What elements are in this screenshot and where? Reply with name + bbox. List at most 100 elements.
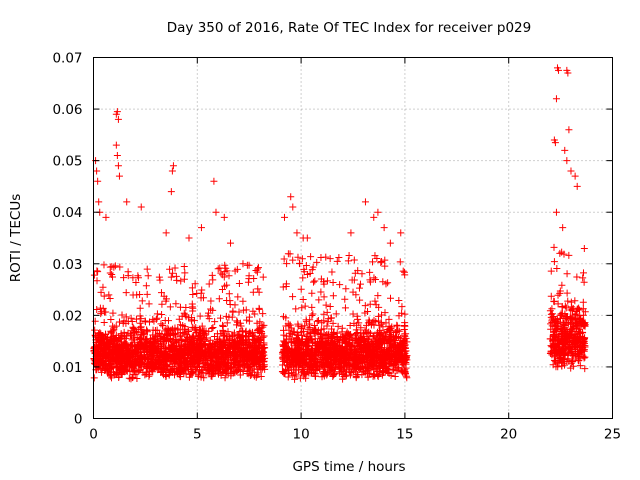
data-point	[384, 279, 392, 287]
data-point	[102, 366, 110, 374]
data-point	[401, 310, 409, 318]
data-point	[176, 303, 184, 311]
data-point	[547, 292, 555, 300]
data-point	[93, 306, 101, 314]
data-point	[311, 325, 319, 333]
data-point	[321, 365, 329, 373]
data-point	[386, 239, 394, 247]
data-point	[579, 305, 587, 313]
data-point	[112, 371, 120, 379]
data-point	[94, 177, 102, 185]
data-point	[563, 333, 571, 341]
data-point	[259, 344, 267, 352]
data-point	[234, 361, 242, 369]
data-point	[198, 286, 206, 294]
data-point	[172, 338, 180, 346]
data-point	[298, 255, 306, 263]
data-point	[156, 359, 164, 367]
data-point	[218, 286, 226, 294]
data-point	[136, 304, 144, 312]
data-point	[158, 311, 166, 319]
data-point	[279, 283, 287, 291]
data-point	[280, 313, 288, 321]
data-point	[337, 364, 345, 372]
data-point	[154, 366, 162, 374]
data-point	[203, 334, 211, 342]
data-point	[282, 332, 290, 340]
data-point	[137, 360, 145, 368]
data-point	[381, 262, 389, 270]
data-point	[576, 362, 584, 370]
data-point	[257, 373, 265, 381]
data-point	[141, 371, 149, 379]
data-point	[301, 322, 309, 330]
data-point	[93, 167, 101, 175]
data-point	[552, 317, 560, 325]
data-point	[133, 374, 141, 382]
data-point	[106, 345, 114, 353]
data-point	[552, 208, 560, 216]
data-point	[157, 320, 165, 328]
data-point	[309, 355, 317, 363]
data-point	[176, 347, 184, 355]
data-point	[328, 367, 336, 375]
data-point	[171, 329, 179, 337]
data-point	[290, 366, 298, 374]
data-point	[367, 349, 375, 357]
data-point	[150, 338, 158, 346]
data-point	[352, 326, 360, 334]
data-point	[100, 319, 108, 327]
data-point	[332, 310, 340, 318]
data-point	[313, 258, 321, 266]
data-point	[166, 265, 174, 273]
data-point	[378, 257, 386, 265]
data-point	[571, 172, 579, 180]
data-point	[559, 347, 567, 355]
data-point	[250, 342, 258, 350]
data-point	[566, 328, 574, 336]
data-point	[557, 310, 565, 318]
data-point	[143, 290, 151, 298]
data-point	[93, 344, 101, 352]
data-point	[177, 277, 185, 285]
data-point	[318, 359, 326, 367]
data-point	[554, 291, 562, 299]
data-point	[320, 293, 328, 301]
data-point	[379, 278, 387, 286]
data-point	[239, 336, 247, 344]
data-point	[547, 267, 555, 275]
data-point	[399, 346, 407, 354]
data-point	[142, 343, 150, 351]
data-point	[398, 309, 406, 317]
data-point	[354, 315, 362, 323]
data-point	[97, 288, 105, 296]
data-point	[157, 289, 165, 297]
data-point	[568, 307, 576, 315]
data-point	[255, 336, 263, 344]
data-point	[107, 316, 115, 324]
data-point	[371, 356, 379, 364]
data-point	[129, 347, 137, 355]
data-point	[377, 320, 385, 328]
data-point	[358, 362, 366, 370]
data-point	[317, 275, 325, 283]
data-point	[176, 364, 184, 372]
data-point	[550, 258, 558, 266]
x-axis-tick-labels: 0 5 10 15 20 25	[89, 427, 621, 443]
data-point	[284, 250, 292, 258]
data-point	[358, 270, 366, 278]
data-point	[105, 291, 113, 299]
data-point	[560, 337, 568, 345]
data-point	[225, 339, 233, 347]
data-point	[573, 273, 581, 281]
data-point	[283, 346, 291, 354]
data-point	[573, 305, 581, 313]
data-point	[112, 141, 120, 149]
data-point	[145, 300, 153, 308]
data-point	[559, 224, 567, 232]
data-point	[123, 198, 131, 206]
data-point	[299, 295, 307, 303]
data-point	[244, 332, 252, 340]
data-point	[125, 374, 133, 382]
